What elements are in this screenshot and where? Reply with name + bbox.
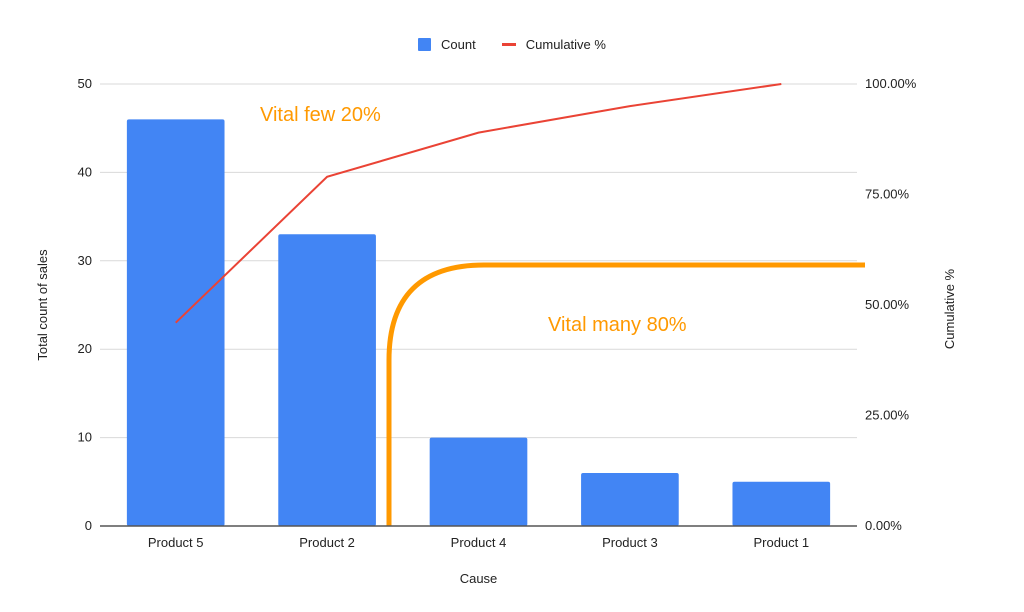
x-tick-label: Product 2: [299, 535, 355, 550]
y2-tick-label: 0.00%: [865, 518, 902, 533]
bar[interactable]: [581, 472, 679, 526]
legend-item-cumulative[interactable]: Cumulative %: [501, 37, 606, 52]
x-tick-label: Product 4: [451, 535, 507, 550]
legend-label-count: Count: [441, 37, 476, 52]
vital-many-annotation: Vital many 80%: [548, 314, 687, 336]
y2-tick-label: 75.00%: [865, 187, 910, 202]
x-tick-label: Product 3: [602, 535, 658, 550]
y-tick-label: 50: [78, 76, 92, 91]
bar-series: [126, 119, 831, 527]
x-axis-title: Cause: [460, 571, 498, 586]
y-tick-label: 20: [78, 341, 92, 356]
y-tick-label: 40: [78, 164, 92, 179]
bar[interactable]: [278, 234, 376, 526]
axis-labels: 0 10 20 30 40 50 0.00% 25.00% 50.00% 75.00% 100.00…: [35, 76, 957, 586]
x-tick-label: Product 5: [148, 535, 204, 550]
y2-axis-title: Cumulative %: [942, 268, 957, 349]
vital-few-annotation: Vital few 20%: [260, 104, 381, 126]
y-tick-label: 0: [85, 518, 92, 533]
vital-many-bracket: [386, 262, 865, 526]
legend-swatch-count: [418, 38, 432, 51]
y-axis-title: Total count of sales: [35, 249, 50, 361]
y2-tick-label: 50.00%: [865, 297, 910, 312]
y-tick-label: 10: [78, 430, 92, 445]
x-tick-label: Product 1: [753, 535, 809, 550]
legend-label-cumulative: Cumulative %: [525, 37, 606, 52]
y2-tick-label: 100.00%: [865, 76, 917, 91]
y-tick-label: 30: [78, 253, 92, 268]
bar[interactable]: [732, 481, 831, 526]
y2-tick-label: 25.00%: [865, 408, 910, 423]
annotations: Vital few 20% Vital many 80%: [260, 104, 865, 526]
bar[interactable]: [429, 437, 528, 526]
legend-item-count[interactable]: Count: [418, 37, 476, 52]
legend-swatch-cumulative: [501, 43, 516, 46]
cumulative-line: [175, 83, 782, 324]
chart-legend: Count Cumulative %: [0, 37, 1024, 52]
